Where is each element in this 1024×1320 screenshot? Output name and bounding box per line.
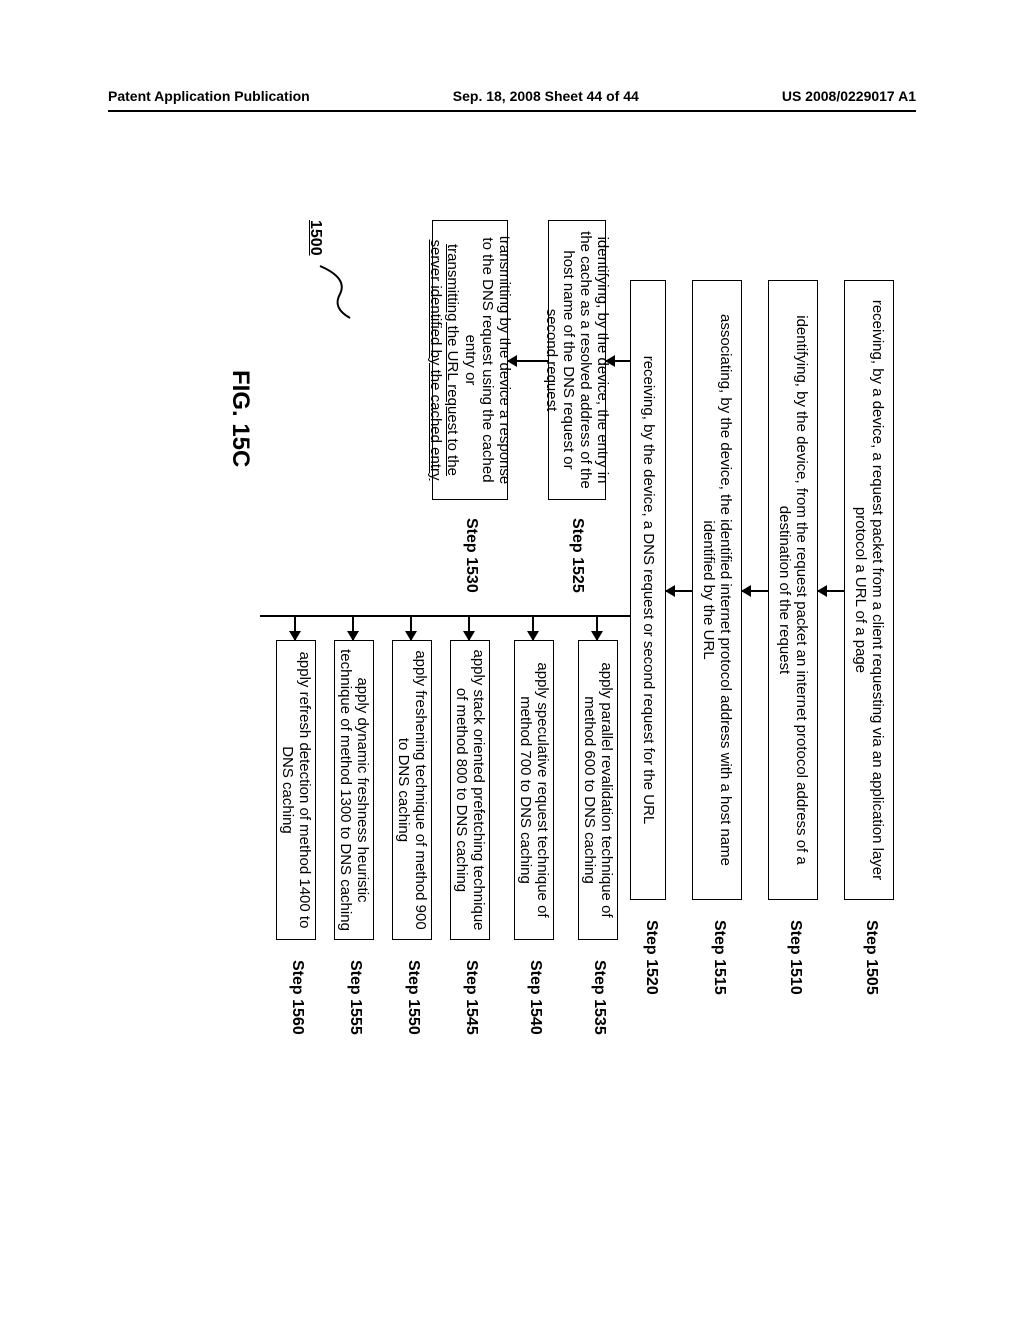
box-1520: receiving, by the device, a DNS request … — [630, 280, 666, 900]
box-1515-text: associating, by the device, the identifi… — [700, 289, 735, 891]
box-1540-text: apply speculative request technique of m… — [517, 649, 552, 931]
box-1550-text: apply freshening technique of method 900… — [395, 649, 430, 931]
box-1510: identifying, by the device, from the req… — [768, 280, 818, 900]
figure-number-curve — [314, 264, 354, 324]
step-1525: Step 1525 — [568, 518, 586, 593]
arrow-to-1545 — [468, 615, 470, 640]
step-1540: Step 1540 — [526, 960, 544, 1035]
arrow-to-1540 — [532, 615, 534, 640]
box-1540: apply speculative request technique of m… — [514, 640, 554, 940]
box-1535: apply parallel revalidation technique of… — [578, 640, 618, 940]
figure-caption: FIG. 15C — [226, 370, 254, 467]
diagram-wrapper: receiving, by a device, a request packet… — [100, 160, 924, 1170]
arrow-to-1555 — [352, 615, 354, 640]
page-header: Patent Application Publication Sep. 18, … — [108, 88, 916, 104]
step-1545: Step 1545 — [462, 960, 480, 1035]
box-1550: apply freshening technique of method 900… — [392, 640, 432, 940]
box-1530: transmitting by the device a response to… — [432, 220, 508, 500]
box-1555: apply dynamic freshness heuristic techni… — [334, 640, 374, 940]
arrow-to-1550 — [410, 615, 412, 640]
box-1520-text: receiving, by the device, a DNS request … — [639, 356, 656, 825]
header-right: US 2008/0229017 A1 — [782, 88, 916, 104]
arrow-1525-1530 — [508, 360, 548, 362]
figure-number: 1500 — [306, 220, 324, 256]
step-1505: Step 1505 — [862, 920, 880, 995]
arrow-to-1560 — [294, 615, 296, 640]
box-1555-text: apply dynamic freshness heuristic techni… — [337, 649, 372, 931]
box-1530-text2: transmitting the URL request to the serv… — [427, 229, 462, 491]
box-1560: apply refresh detection of method 1400 t… — [276, 640, 316, 940]
step-1510: Step 1510 — [786, 920, 804, 995]
arrow-1515-1520 — [666, 590, 692, 592]
box-1510-text: identifying, by the device, from the req… — [776, 289, 811, 891]
arrow-to-1535 — [596, 615, 598, 640]
step-1550: Step 1550 — [404, 960, 422, 1035]
step-1530: Step 1530 — [462, 518, 480, 593]
box-1505-text: receiving, by a device, a request packet… — [852, 289, 887, 891]
box-1545: apply stack oriented prefetching techniq… — [450, 640, 490, 940]
box-1545-text: apply stack oriented prefetching techniq… — [453, 649, 488, 931]
step-1515: Step 1515 — [710, 920, 728, 995]
box-1515: associating, by the device, the identifi… — [692, 280, 742, 900]
step-1560: Step 1560 — [288, 960, 306, 1035]
step-1520: Step 1520 — [642, 920, 660, 995]
step-1555: Step 1555 — [346, 960, 364, 1035]
box-1535-text: apply parallel revalidation technique of… — [581, 649, 616, 931]
box-1560-text: apply refresh detection of method 1400 t… — [279, 649, 314, 931]
box-1505: receiving, by a device, a request packet… — [844, 280, 894, 900]
box-1530-text1: transmitting by the device a response to… — [461, 229, 513, 491]
arrow-1505-1510 — [818, 590, 844, 592]
trunk-vertical — [260, 615, 630, 617]
box-1525-text: identifying, by the device, the entry in… — [543, 229, 612, 491]
header-center: Sep. 18, 2008 Sheet 44 of 44 — [453, 88, 639, 104]
header-left: Patent Application Publication — [108, 88, 310, 104]
arrow-1510-1515 — [742, 590, 768, 592]
header-rule — [108, 110, 916, 112]
flowchart: receiving, by a device, a request packet… — [100, 160, 924, 1170]
box-1525: identifying, by the device, the entry in… — [548, 220, 606, 500]
step-1535: Step 1535 — [590, 960, 608, 1035]
